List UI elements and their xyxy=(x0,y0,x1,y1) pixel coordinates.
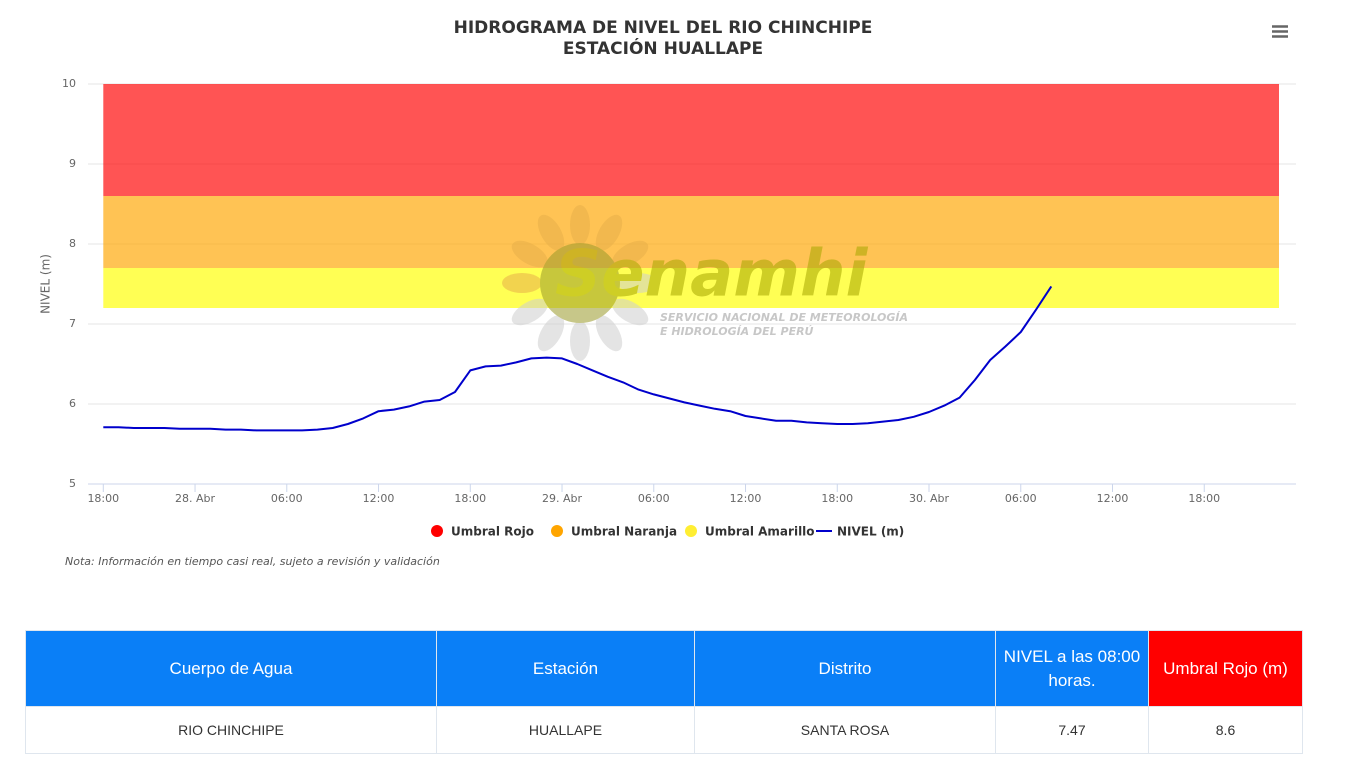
watermark-line: E HIDROLOGÍA DEL PERÚ xyxy=(660,325,814,338)
legend-marker xyxy=(685,525,697,537)
logo-ray xyxy=(618,273,658,293)
legend-label: Umbral Rojo xyxy=(451,525,534,539)
threshold-band xyxy=(103,268,1279,308)
table-row: RIO CHINCHIPE HUALLAPE SANTA ROSA 7.47 8… xyxy=(25,706,1303,754)
logo-ray xyxy=(612,240,649,268)
watermark-line: SERVICIO NACIONAL DE METEOROLOGÍA xyxy=(660,311,908,324)
logo-ray xyxy=(570,205,590,245)
y-tick-label: 8 xyxy=(69,237,76,250)
table-header: Cuerpo de Agua Estación Distrito NIVEL a… xyxy=(25,630,1303,707)
x-tick-label: 30. Abr xyxy=(909,492,949,505)
logo-ray xyxy=(511,240,548,268)
legend-label: Umbral Naranja xyxy=(571,525,677,539)
legend-marker xyxy=(551,525,563,537)
x-tick-label: 06:00 xyxy=(638,492,670,505)
legend-item: Umbral Rojo xyxy=(431,525,534,539)
header-cell: NIVEL a las 08:00 horas. xyxy=(995,630,1149,707)
y-axis-label: NIVEL (m) xyxy=(39,254,53,314)
x-tick-label: 12:00 xyxy=(730,492,762,505)
y-tick-label: 7 xyxy=(69,317,76,330)
legend-item: NIVEL (m) xyxy=(816,525,904,539)
watermark-name: Senamhi xyxy=(555,238,869,312)
line-series xyxy=(103,285,1053,432)
logo-ray xyxy=(595,214,623,251)
logo-core xyxy=(540,243,620,323)
legend-label: NIVEL (m) xyxy=(837,525,904,539)
x-tick-label: 18:00 xyxy=(454,492,486,505)
legend-item: Umbral Amarillo xyxy=(685,525,815,539)
y-tick-label: 10 xyxy=(62,77,76,90)
threshold-band xyxy=(103,196,1279,268)
logo-ray xyxy=(595,315,623,352)
x-tick-label: 18:00 xyxy=(87,492,119,505)
header-cell: Estación xyxy=(436,630,695,707)
y-tick-label: 6 xyxy=(69,397,76,410)
note: Nota: Información en tiempo casi real, s… xyxy=(65,555,440,568)
cell: 8.6 xyxy=(1148,706,1303,754)
header-cell: Distrito xyxy=(694,630,996,707)
logo-ray xyxy=(537,315,565,352)
header-cell: Cuerpo de Agua xyxy=(25,630,437,707)
logo-ray xyxy=(511,298,548,326)
menu-button[interactable] xyxy=(1270,24,1288,40)
cell: SANTA ROSA xyxy=(694,706,996,754)
x-tick-label: 06:00 xyxy=(271,492,303,505)
x-tick-label: 12:00 xyxy=(1097,492,1129,505)
logo-ray xyxy=(570,321,590,361)
menu-icon xyxy=(1272,25,1288,38)
legend-marker xyxy=(431,525,443,537)
cell: RIO CHINCHIPE xyxy=(25,706,437,754)
x-tick-label: 28. Abr xyxy=(175,492,215,505)
cell: HUALLAPE xyxy=(436,706,695,754)
chart: HIDROGRAMA DE NIVEL DEL RIO CHINCHIPE ES… xyxy=(39,18,1296,568)
cell: 7.47 xyxy=(995,706,1149,754)
header-cell: Umbral Rojo (m) xyxy=(1148,630,1303,707)
x-tick-label: 18:00 xyxy=(1188,492,1220,505)
chart-title: HIDROGRAMA DE NIVEL DEL RIO CHINCHIPE xyxy=(454,18,873,38)
y-tick-label: 5 xyxy=(69,477,76,490)
threshold-band xyxy=(103,84,1279,196)
logo-ray xyxy=(502,273,542,293)
data-table: Cuerpo de Agua Estación Distrito NIVEL a… xyxy=(25,630,1303,754)
logo-ray xyxy=(612,298,649,326)
logo-ray xyxy=(537,214,565,251)
x-tick-label: 06:00 xyxy=(1005,492,1037,505)
x-tick-label: 12:00 xyxy=(363,492,395,505)
legend-item: Umbral Naranja xyxy=(551,525,677,539)
y-tick-label: 9 xyxy=(69,157,76,170)
legend-label: Umbral Amarillo xyxy=(705,525,815,539)
x-tick-label: 18:00 xyxy=(821,492,853,505)
x-tick-label: 29. Abr xyxy=(542,492,582,505)
watermark-logo xyxy=(502,205,658,361)
chart-subtitle: ESTACIÓN HUALLAPE xyxy=(563,37,763,59)
